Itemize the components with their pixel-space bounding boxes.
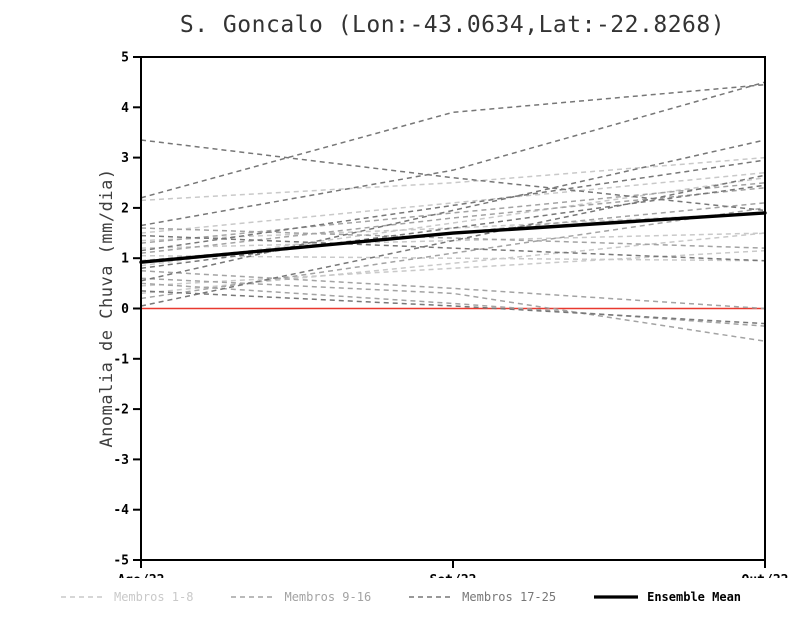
legend-label-membros-1-8: Membros 1-8 <box>113 590 194 604</box>
chart-title: S. Goncalo (Lon:-43.0634,Lat:-22.8268) <box>179 12 726 38</box>
svg-text:0: 0 <box>121 302 129 317</box>
svg-text:1: 1 <box>121 252 129 267</box>
legend-line-membros-17-25-icon <box>409 596 454 598</box>
svg-text:4: 4 <box>121 101 129 116</box>
legend-label-membros-9-16: Membros 9-16 <box>284 590 372 604</box>
svg-text:-4: -4 <box>113 503 129 518</box>
svg-text:-2: -2 <box>113 403 129 418</box>
svg-text:Ago/22: Ago/22 <box>118 573 165 578</box>
legend-item-ensemble-mean: Ensemble Mean <box>592 590 741 604</box>
legend-item-membros-17-25: Membros 17-25 <box>407 590 556 604</box>
legend-line-membros-1-8-icon <box>60 596 105 598</box>
svg-text:-5: -5 <box>113 554 129 569</box>
svg-text:-1: -1 <box>113 352 129 367</box>
legend-label-membros-17-25: Membros 17-25 <box>462 590 557 604</box>
legend: Membros 1-8 Membros 9-16 Membros 17-25 E… <box>0 580 800 614</box>
svg-text:Out/22: Out/22 <box>742 573 789 578</box>
legend-line-ensemble-mean-icon <box>594 595 639 599</box>
legend-line-membros-9-16-icon <box>231 596 276 598</box>
plot-area: 5 4 3 2 1 0 -1 -2 -3 -4 -5 Ago/22 Set/22 Out/22 <box>113 51 789 579</box>
legend-label-ensemble-mean: Ensemble Mean <box>647 590 742 604</box>
svg-text:-3: -3 <box>113 453 129 468</box>
svg-text:5: 5 <box>121 51 129 66</box>
svg-text:Set/22: Set/22 <box>430 573 477 578</box>
legend-item-membros-9-16: Membros 9-16 <box>229 590 371 604</box>
svg-text:2: 2 <box>121 201 129 216</box>
legend-item-membros-1-8: Membros 1-8 <box>59 590 193 604</box>
svg-text:3: 3 <box>121 151 129 166</box>
